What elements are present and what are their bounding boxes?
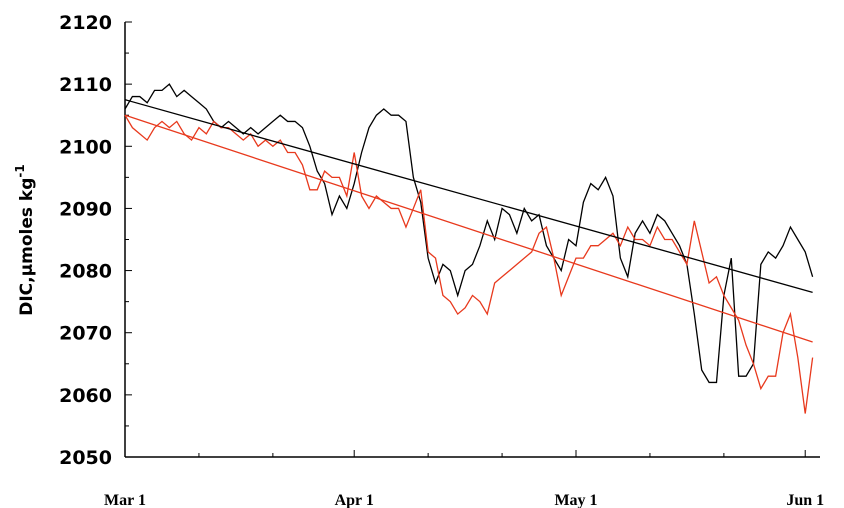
data-line (124, 99, 813, 293)
data-line (124, 114, 813, 343)
y-tick-label: 2060 (59, 385, 112, 407)
y-label-superscript: -1 (13, 164, 27, 177)
y-tick-label: 2120 (59, 12, 112, 34)
y-axis-label: DIC,μmoles kg-1 (13, 164, 37, 316)
y-label-text: DIC,μmoles kg (17, 178, 37, 316)
x-tick-label: Jun 1 (786, 492, 824, 508)
data-line (124, 83, 814, 384)
x-tick-label: May 1 (554, 492, 597, 508)
y-tick-label: 2080 (59, 261, 112, 283)
y-tick-label: 2100 (59, 136, 112, 158)
y-tick-label: 2070 (59, 323, 112, 345)
data-line (124, 114, 814, 414)
y-tick-label: 2110 (59, 74, 112, 96)
y-tick-label: 2090 (59, 198, 112, 220)
y-tick-label: 2050 (59, 447, 112, 469)
x-tick-label: Apr 1 (335, 492, 374, 508)
x-tick-label: Mar 1 (104, 492, 146, 508)
